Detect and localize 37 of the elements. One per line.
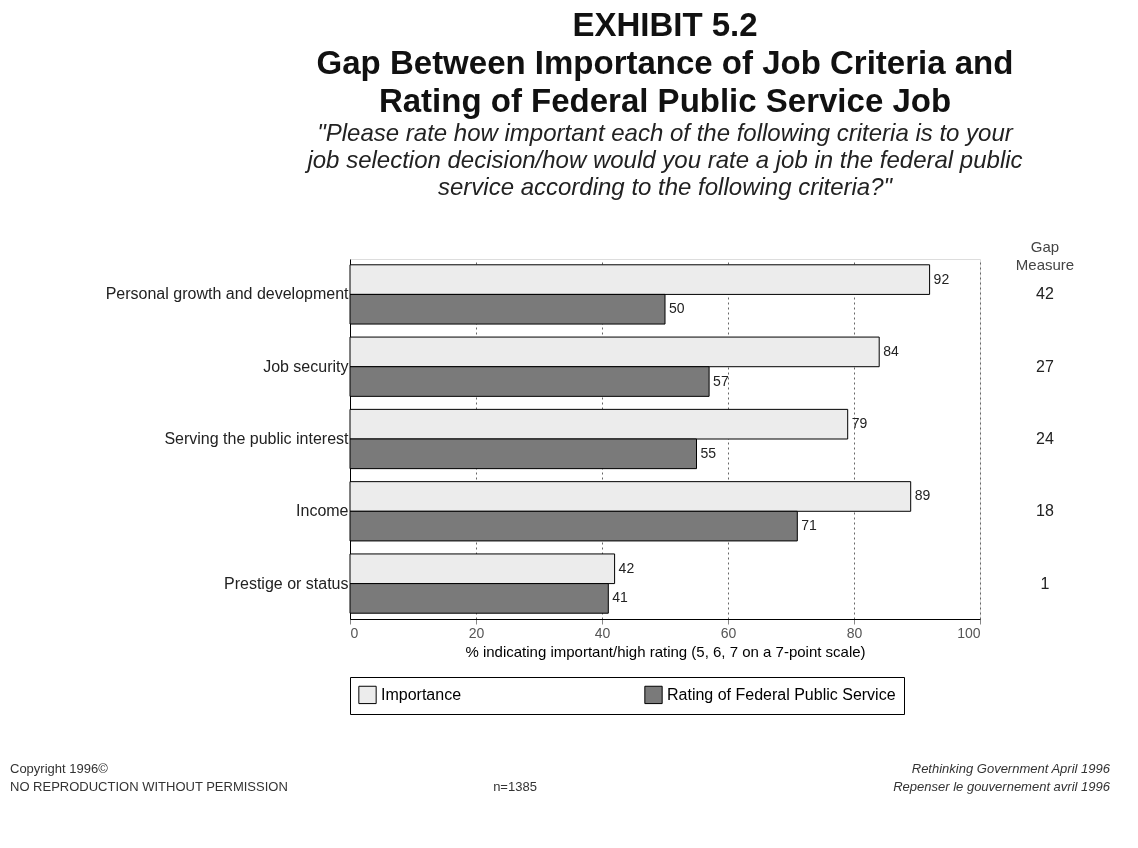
data-label: 79 [851, 415, 868, 432]
data-label: 50 [669, 300, 685, 317]
text: 42 [1036, 285, 1054, 303]
x-tick-label: 80 [846, 624, 863, 641]
text: 24 [1036, 430, 1054, 447]
data-label: 92 [933, 270, 950, 287]
text: Repenser le gouvernement avril 1996 [893, 779, 1111, 794]
y-tick-label: Serving the public interest [164, 430, 350, 447]
data-label: 57 [713, 372, 729, 389]
y-tick-label: Income [296, 502, 349, 520]
text: Gap Measure [1015, 238, 1075, 273]
y-tick-label: Personal growth and development [105, 285, 350, 303]
data-label: 71 [801, 517, 818, 534]
data-label: 89 [914, 487, 931, 504]
x-tick-label: 40 [594, 624, 611, 641]
data-label: 41 [612, 589, 629, 606]
text: Copyright 1996© [10, 761, 109, 776]
text: 1 [1040, 574, 1050, 592]
legend-label: Rating of Federal Public Service [667, 685, 896, 703]
x-tick-label: 0 [350, 624, 359, 641]
text: n=1385 [493, 779, 537, 794]
text: 27 [1036, 357, 1054, 375]
y-tick-label: Job security [263, 357, 349, 375]
text: NO REPRODUCTION WITHOUT PERMISSION [10, 779, 288, 794]
chart-subtitle: "Please rate how important each of the following criteria is to your job selection decision/how would you rate a job in the federal public service according to the following criteria?" [304, 119, 1023, 200]
x-tick-label: 100 [957, 624, 981, 641]
x-tick-label: 60 [720, 624, 737, 641]
text: Rethinking Government April 1996 [911, 761, 1111, 776]
data-label: 84 [883, 342, 899, 359]
chart-title: EXHIBIT 5.2 Gap Between Importance of Job Criteria and Rating of Federal Public Service Job [316, 6, 1014, 119]
y-tick-label: Prestige or status [224, 574, 349, 592]
legend-label: Importance [381, 685, 462, 703]
x-tick-label: 20 [468, 624, 485, 641]
data-label: 42 [618, 559, 635, 576]
data-label: 55 [700, 444, 717, 461]
x-axis-title: % indicating important/high rating (5, 6, 7 on a 7-point scale) [465, 642, 866, 660]
text: 18 [1036, 502, 1054, 520]
